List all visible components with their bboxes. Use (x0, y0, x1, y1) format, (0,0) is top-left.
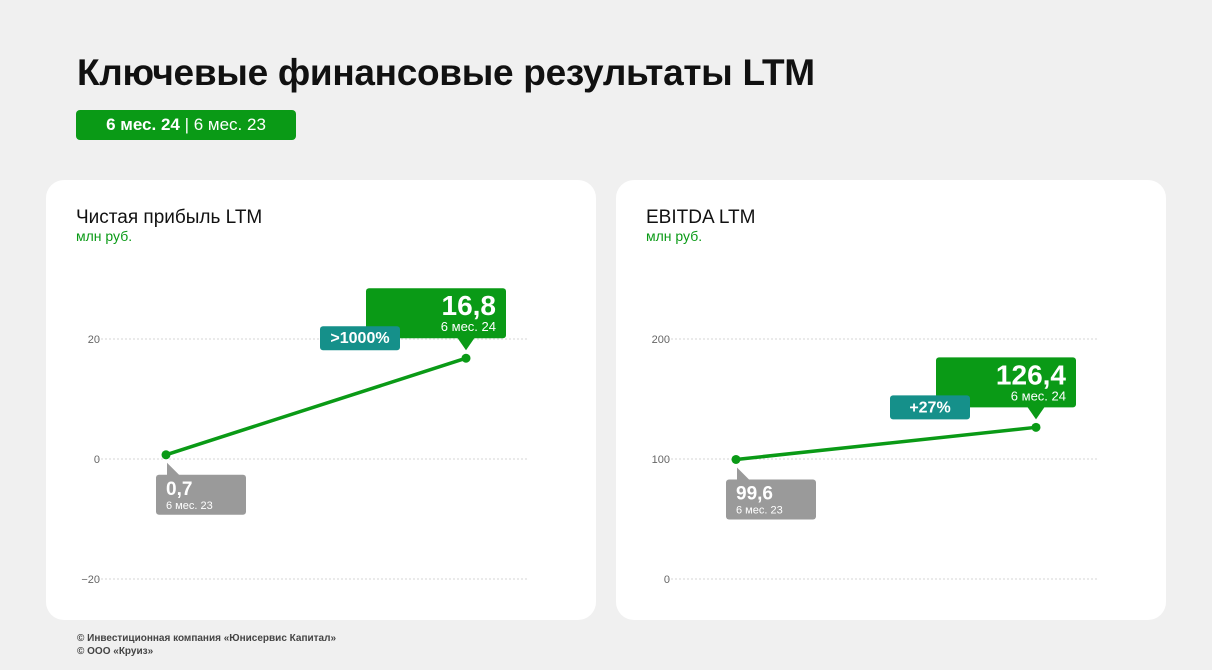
ebitda-point-prev (731, 454, 741, 464)
net-profit-change-label: >1000% (330, 330, 389, 347)
ebitda-change-badge (890, 395, 970, 420)
ebitda-prev-label-box (726, 479, 816, 520)
net-profit-chart-title: Чистая прибыль LTM (76, 207, 263, 228)
net-profit-series-line (164, 356, 468, 457)
ebitda-unit: млн руб. (646, 228, 703, 244)
ebitda-prev-period-label: 6 мес. 23 (736, 504, 783, 516)
net-profit-prev-value-label: 0,7 (166, 479, 192, 500)
net-profit-y-tick-label: 20 (88, 334, 100, 346)
ebitda-chart-title: EBITDA LTM (646, 207, 756, 228)
ebitda-y-tick-label: 100 (652, 454, 670, 466)
net-profit-prev-period-label: 6 мес. 23 (166, 500, 213, 512)
net-profit-curr-label-box (366, 288, 506, 339)
net-profit-change-badge (320, 326, 400, 351)
net-profit-curr-period-label: 6 мес. 24 (441, 319, 496, 334)
net-profit-curr-label-pointer (457, 337, 475, 351)
ebitda-y-tick-label: 200 (652, 334, 670, 346)
net-profit-point-curr (461, 353, 471, 363)
ebitda-change-label: +27% (909, 399, 950, 416)
ebitda-point-curr (1031, 422, 1041, 432)
ebitda-curr-label-pointer (1027, 406, 1045, 420)
period-current: 6 мес. 24 (106, 115, 180, 134)
page-title: Ключевые финансовые результаты LTM (77, 52, 815, 93)
ebitda-prev-label-pointer (737, 467, 750, 481)
ebitda-chart: 200 100 0 99,66 мес. 23 126,46 мес. 24 +27% (652, 334, 1098, 586)
net-profit-curr-value-label: 16,8 (442, 290, 497, 321)
ebitda-series-line (734, 425, 1038, 462)
net-profit-chart: 20 0 −20 0,76 мес. 23 16,86 мес. 24 >1000% (81, 288, 528, 586)
net-profit-prev-label-box (156, 474, 246, 515)
net-profit-y-tick-label: 0 (94, 454, 100, 466)
net-profit-y-tick-label: −20 (81, 574, 100, 586)
footer: © Инвестиционная компания «Юнисервис Кап… (77, 632, 336, 658)
ebitda-card: EBITDA LTM млн руб. 200 100 0 99,6 6 мес. 23… (616, 180, 1166, 620)
ebitda-y-tick-label: 0 (664, 574, 670, 586)
footer-copyright-1: © Инвестиционная компания «Юнисервис Кап… (77, 633, 337, 644)
ebitda-prev-value-label: 99,6 (736, 483, 773, 504)
ebitda-curr-period-label: 6 мес. 24 (1011, 388, 1066, 403)
net-profit-card: Чистая прибыль LTM млн руб. 20 0 −20 0,7 6 м… (46, 180, 596, 620)
ebitda-curr-label-box (936, 357, 1076, 408)
net-profit-point-prev (161, 450, 171, 460)
net-profit-prev-label-pointer (167, 462, 180, 476)
period-badge: 6 мес. 24 | 6 мес. 23 (76, 110, 296, 140)
period-previous: 6 мес. 23 (193, 115, 266, 134)
ebitda-curr-value-label: 126,4 (996, 359, 1066, 390)
net-profit-unit: млн руб. (76, 228, 133, 244)
period-separator: | (179, 115, 194, 134)
footer-copyright-2: © ООО «Круиз» (77, 646, 154, 657)
